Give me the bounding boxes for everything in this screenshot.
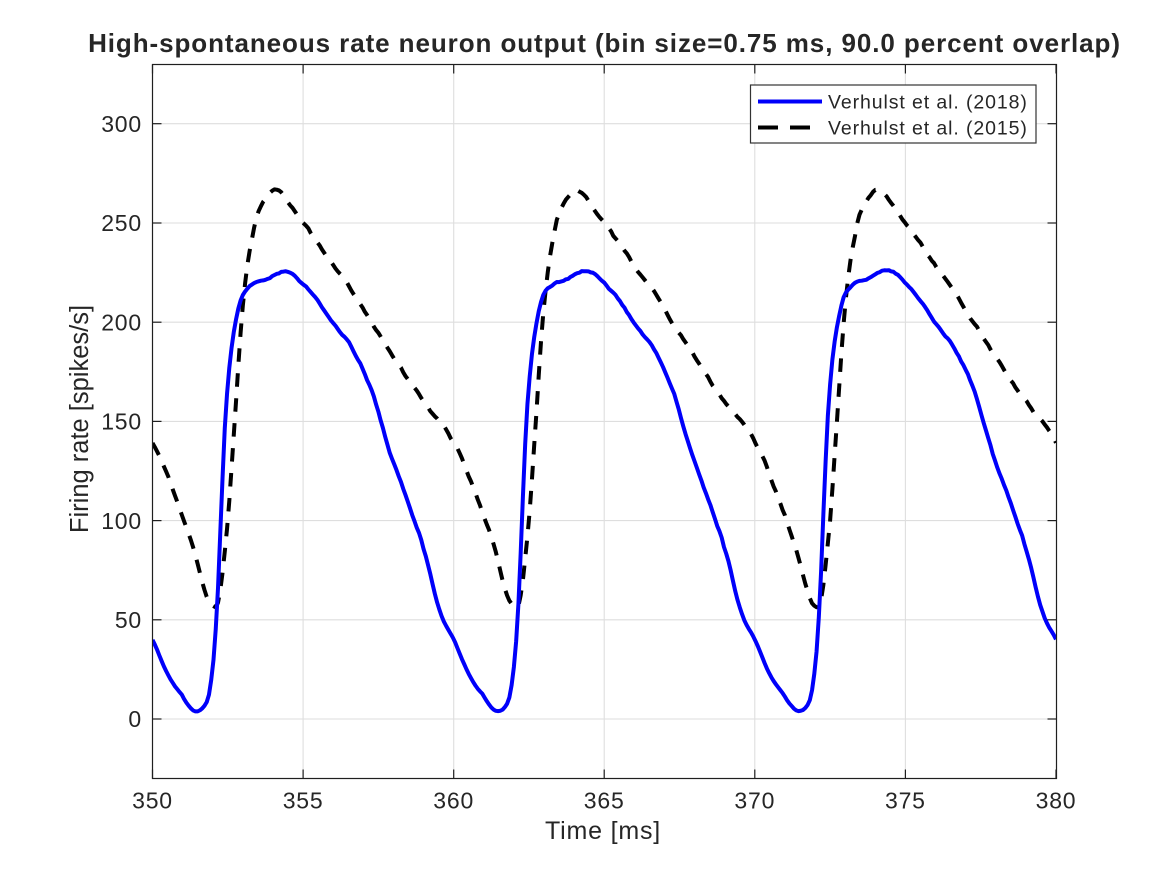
- svg-text:355: 355: [283, 788, 324, 814]
- svg-text:100: 100: [101, 508, 142, 534]
- svg-text:300: 300: [101, 111, 142, 137]
- svg-text:150: 150: [101, 409, 142, 435]
- svg-text:Firing rate [spikes/s]: Firing rate [spikes/s]: [66, 305, 94, 533]
- svg-text:0: 0: [128, 706, 142, 732]
- svg-text:250: 250: [101, 210, 142, 236]
- svg-text:Time [ms]: Time [ms]: [545, 817, 661, 845]
- svg-text:360: 360: [433, 788, 474, 814]
- svg-text:200: 200: [101, 309, 142, 335]
- svg-text:350: 350: [132, 788, 173, 814]
- svg-text:375: 375: [885, 788, 926, 814]
- svg-text:Verhulst et al. (2018): Verhulst et al. (2018): [828, 92, 1028, 114]
- svg-text:High-spontaneous rate neuron o: High-spontaneous rate neuron output (bin…: [88, 28, 1121, 58]
- svg-text:380: 380: [1036, 788, 1077, 814]
- svg-text:365: 365: [584, 788, 625, 814]
- svg-text:370: 370: [734, 788, 775, 814]
- svg-text:Verhulst et al. (2015): Verhulst et al. (2015): [828, 118, 1028, 140]
- svg-text:50: 50: [115, 607, 142, 633]
